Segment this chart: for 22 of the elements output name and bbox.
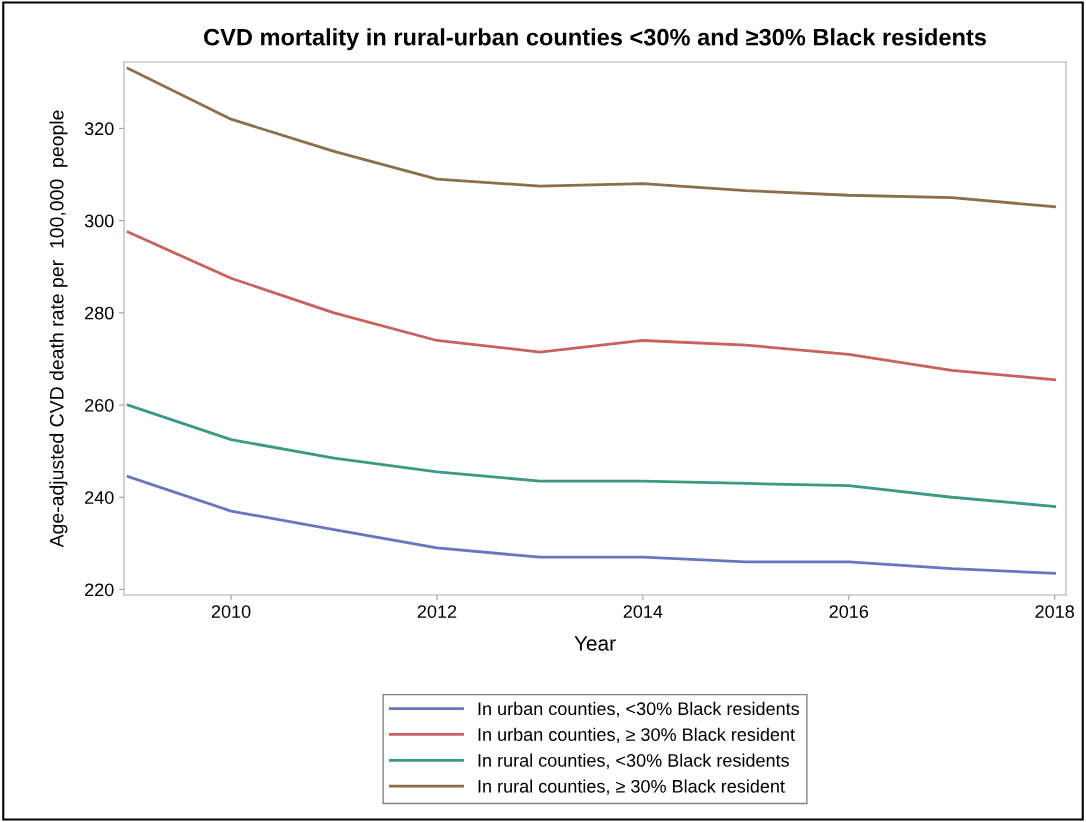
x-tick-label: 2012: [417, 605, 457, 618]
line-series: [126, 230, 1057, 382]
x-axis-title: Year: [574, 636, 616, 651]
x-tick-label: 2010: [211, 605, 251, 618]
legend-label: In urban counties, ≥ 30% Black resident: [478, 727, 795, 744]
y-tick-label: 260: [85, 398, 114, 412]
line-series: [126, 67, 1057, 209]
x-tick-label: 2016: [829, 605, 869, 618]
x-tick-label: 2014: [623, 605, 663, 618]
legend-label: In urban counties, <30% Black residents: [478, 701, 800, 718]
line-series: [126, 403, 1057, 508]
legend-label: In rural counties, <30% Black residents: [478, 753, 789, 769]
y-tick-label: 300: [84, 214, 114, 228]
y-tick-label: 280: [85, 306, 114, 320]
legend-label: In rural counties, ≥ 30% Black resident: [478, 779, 785, 795]
y-axis-title: Age-adjusted CVD death rate per 100,000 people: [49, 110, 68, 548]
line-series: [126, 475, 1057, 575]
x-tick-label: 2018: [1035, 605, 1074, 618]
y-tick-label: 320: [84, 122, 114, 136]
chart-title: CVD mortality in rural-urban counties <30% and ≥30% Black residents: [204, 28, 986, 51]
y-tick-label: 220: [85, 583, 114, 597]
y-tick-label: 240: [85, 491, 114, 504]
